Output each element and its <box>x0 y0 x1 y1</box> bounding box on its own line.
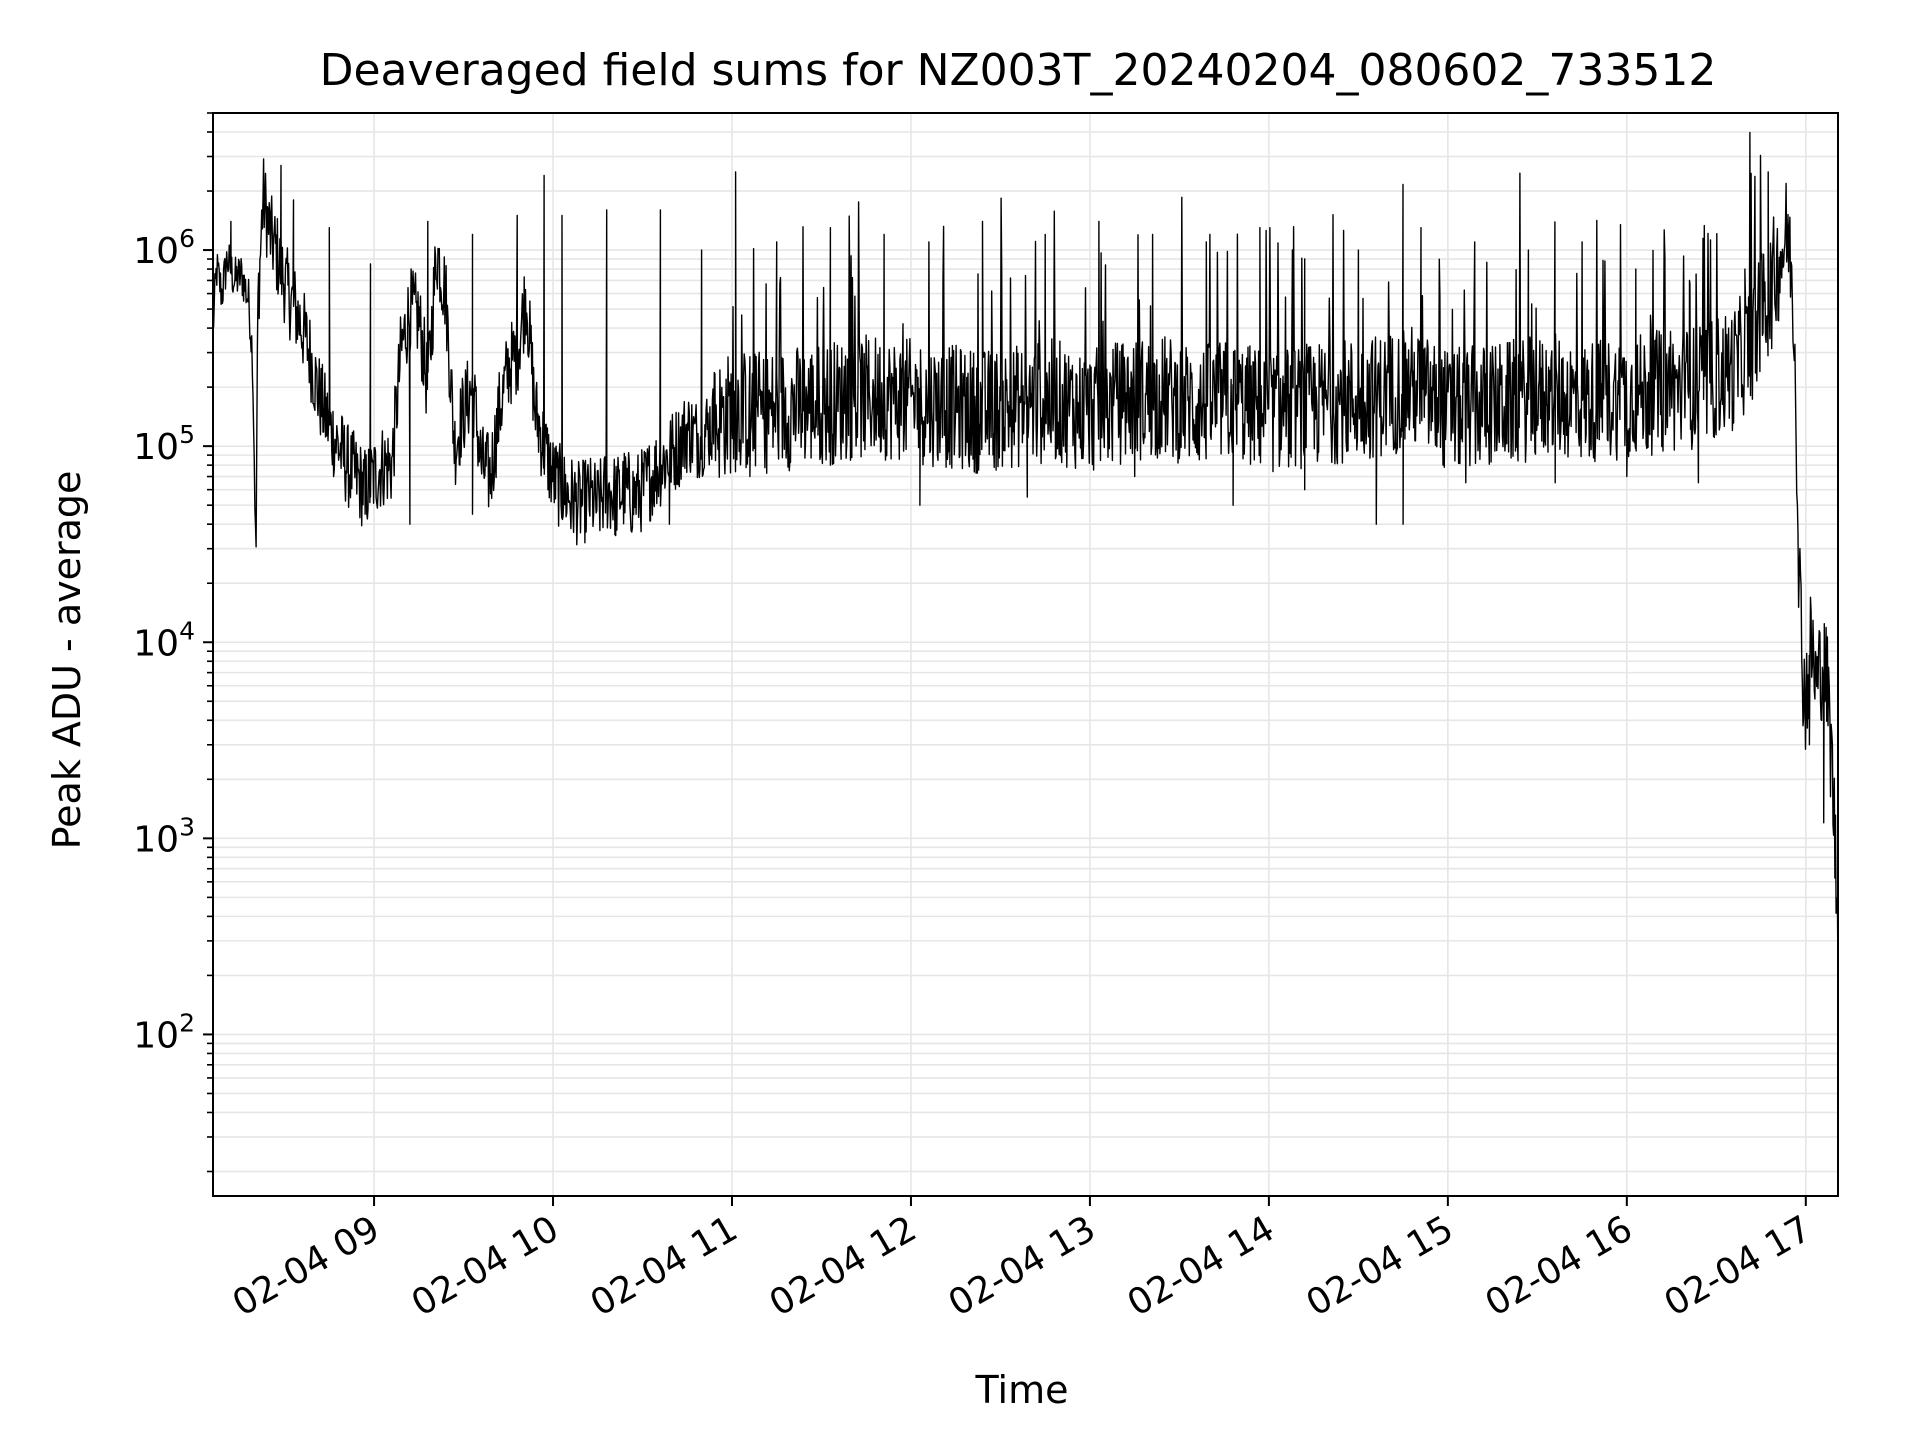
plot-frame <box>212 112 1839 1197</box>
series-line <box>212 131 1839 985</box>
y-tick-label: 106 <box>133 224 195 272</box>
x-axis-label: Time <box>975 1368 1069 1412</box>
y-tick-label: 103 <box>133 812 195 860</box>
chart-title: Deaveraged field sums for NZ003T_2024020… <box>320 45 1717 96</box>
y-tick-label: 105 <box>133 420 195 468</box>
plot-area <box>212 131 1839 985</box>
y-axis-label: Peak ADU - average <box>45 471 89 850</box>
y-axis: 102 103 104 105 106 <box>133 112 213 1173</box>
y-tick-label: 104 <box>133 616 195 664</box>
y-tick-label: 102 <box>133 1008 195 1056</box>
